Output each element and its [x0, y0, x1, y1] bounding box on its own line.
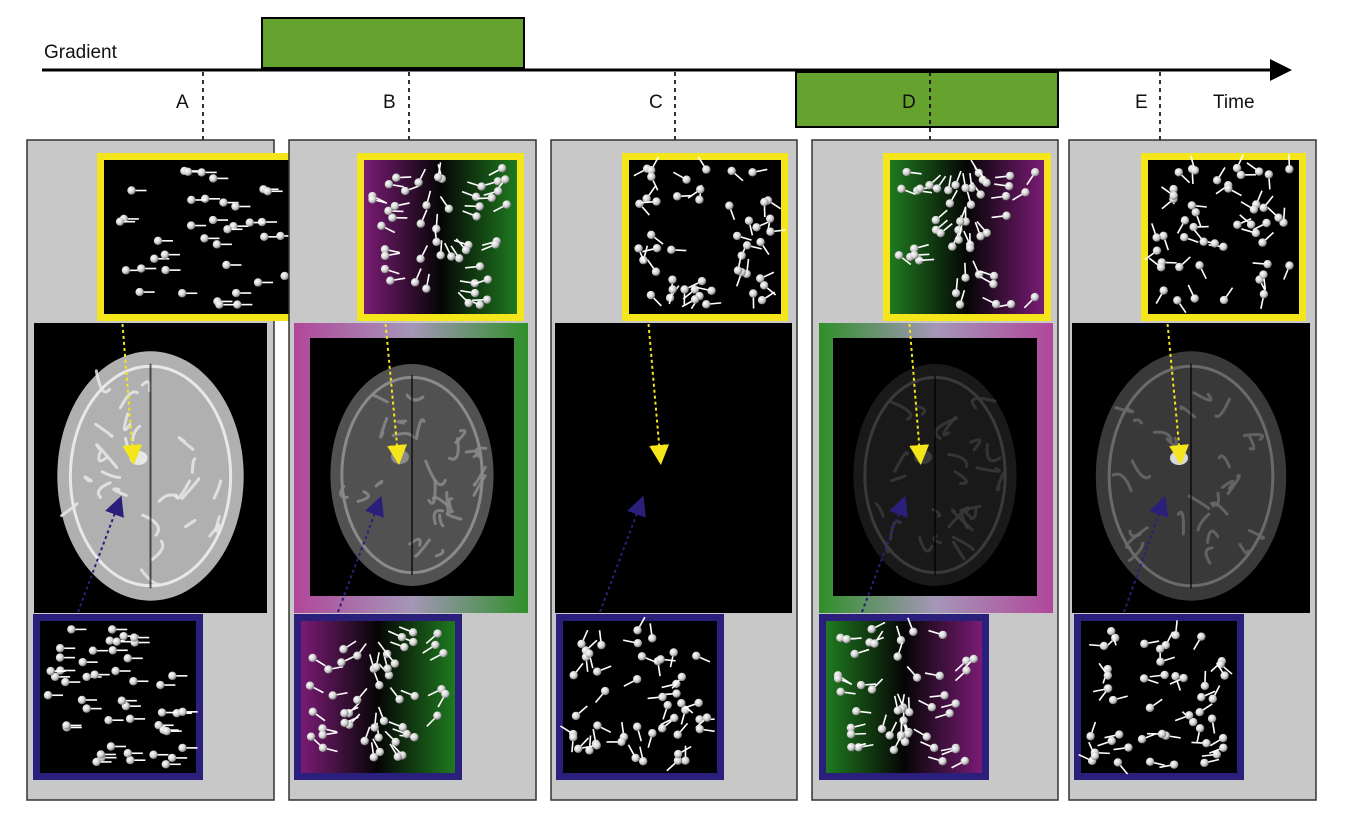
navy-arrow — [861, 495, 908, 613]
time-label: Time — [1213, 92, 1255, 113]
panel-e — [1068, 139, 1317, 801]
yellow-arrow — [121, 317, 143, 465]
brain-image-c — [555, 323, 792, 613]
spin-ensemble-icon — [1078, 620, 1233, 775]
panel-c-label: C — [649, 92, 663, 113]
panel-a-label: A — [176, 92, 189, 113]
spin-ensemble-icon — [305, 626, 450, 762]
yellow-arrow — [647, 317, 670, 465]
navy-arrow — [1123, 495, 1169, 613]
navy-arrow — [599, 495, 646, 613]
time-axis — [42, 59, 1292, 81]
gradient-label: Gradient — [44, 42, 117, 63]
spin-ensemble-icon — [560, 616, 715, 772]
spin-ensemble-icon — [894, 159, 1040, 309]
panel-d — [811, 139, 1059, 801]
gradient-pulse-1 — [261, 17, 525, 69]
yellow-inset-spins — [1148, 160, 1299, 314]
panel-b-label: B — [383, 92, 396, 113]
time-markers — [202, 72, 1161, 142]
panel-b — [288, 139, 537, 801]
spin-ensemble-icon — [633, 156, 786, 310]
navy-arrow — [337, 495, 384, 613]
panel-d-label: D — [902, 92, 916, 113]
gradient-pulse-2 — [795, 71, 1059, 128]
navy-arrow — [77, 495, 124, 613]
yellow-arrow — [384, 317, 408, 465]
navy-inset-spins — [40, 621, 196, 773]
panel-c — [550, 139, 798, 801]
spin-ensemble-icon — [43, 625, 198, 769]
spin-ensemble-icon — [1144, 154, 1294, 314]
panel-e-label: E — [1135, 92, 1148, 113]
spin-ensemble-icon — [833, 617, 978, 769]
yellow-arrow — [908, 317, 930, 465]
yellow-arrow — [1166, 317, 1190, 465]
spin-ensemble-icon — [368, 162, 511, 309]
